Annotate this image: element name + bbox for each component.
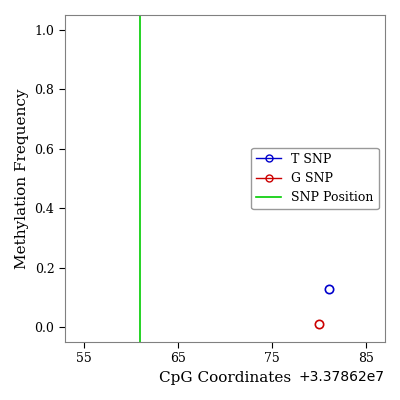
Legend: T SNP, G SNP, SNP Position: T SNP, G SNP, SNP Position (251, 148, 379, 209)
Y-axis label: Methylation Frequency: Methylation Frequency (15, 88, 29, 269)
X-axis label: CpG Coordinates: CpG Coordinates (159, 371, 291, 385)
